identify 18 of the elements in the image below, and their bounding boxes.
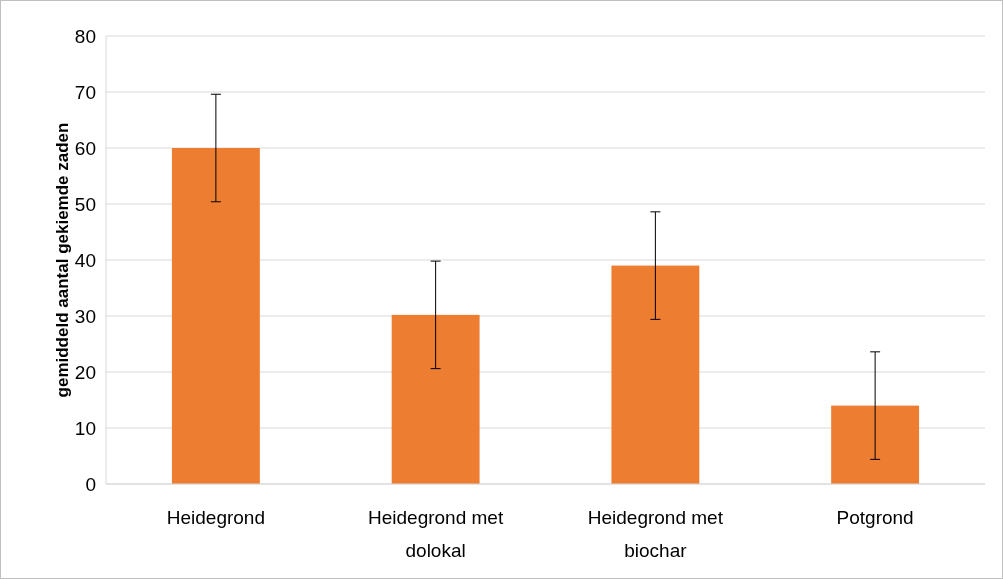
x-tick-label: Heidegrond met biochar xyxy=(587,507,724,561)
y-tick-label: 50 xyxy=(74,193,96,215)
bar xyxy=(611,265,700,484)
bar xyxy=(831,405,920,484)
x-tick-label: Heidegrond xyxy=(166,507,265,528)
x-tick-label: Heidegrond met dolokal xyxy=(368,507,504,561)
y-tick-label: 80 xyxy=(74,25,96,47)
x-tick-label: Potgrond xyxy=(836,507,914,528)
y-axis-title: gemiddeld aantal gekiemde zaden xyxy=(53,122,72,398)
y-tick-label: 0 xyxy=(85,473,96,495)
bar xyxy=(391,314,480,484)
y-tick-label: 20 xyxy=(74,361,96,383)
y-tick-label: 70 xyxy=(74,81,96,103)
y-tick-label: 60 xyxy=(74,137,96,159)
y-tick-label: 10 xyxy=(74,417,96,439)
y-tick-label: 40 xyxy=(74,249,96,271)
bar xyxy=(171,148,260,484)
y-tick-label: 30 xyxy=(74,305,96,327)
